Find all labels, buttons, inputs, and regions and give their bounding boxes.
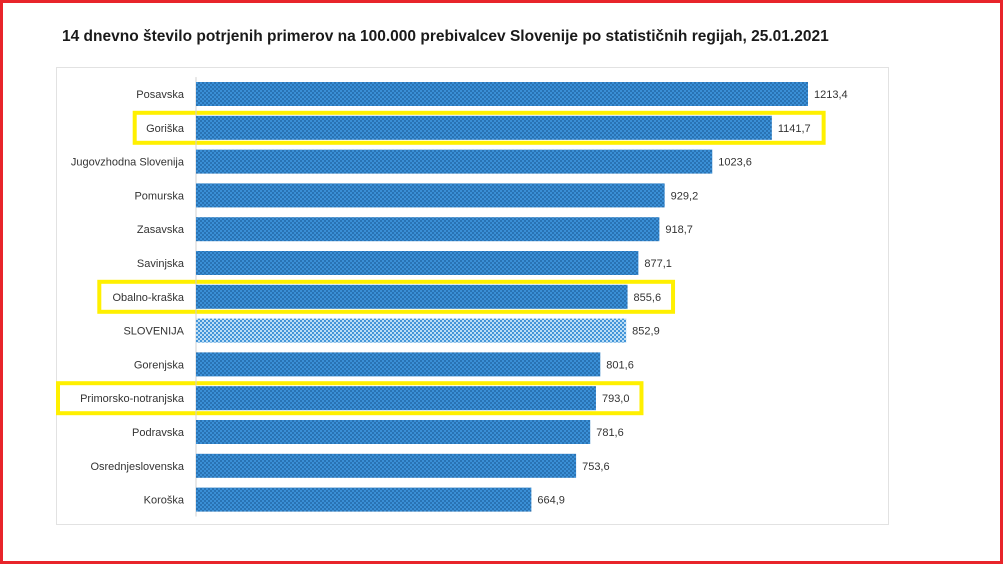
- bar-pomurska: [196, 183, 665, 208]
- bar-obalno-kraska: [196, 284, 628, 309]
- category-label-gorenjska: Gorenjska: [134, 359, 185, 371]
- bar-gorenjska: [196, 352, 601, 377]
- value-label-podravska: 781,6: [596, 427, 624, 439]
- highlight-box-primorsko-notranjska: [56, 381, 644, 416]
- category-label-zasavska: Zasavska: [137, 224, 185, 236]
- category-label-primorsko-notranjska: Primorsko-notranjska: [80, 393, 185, 405]
- highlight-box-goriska: [132, 110, 826, 145]
- category-label-obalno-kraska: Obalno-kraška: [112, 292, 184, 304]
- value-label-obalno-kraska: 855,6: [634, 292, 662, 304]
- value-label-osrednjeslovenska: 753,6: [582, 461, 610, 473]
- bar-podravska: [196, 420, 591, 444]
- bar-zasavska: [196, 217, 660, 242]
- value-label-posavska: 1213,4: [814, 89, 848, 101]
- value-label-goriska: 1141,7: [778, 123, 811, 135]
- bar-koroska: [196, 487, 532, 512]
- category-label-savinjska: Savinjska: [137, 258, 185, 270]
- highlight-box-obalno-kraska: [97, 279, 676, 314]
- bar-posavska: [196, 82, 808, 106]
- bar-osrednjeslovenska: [196, 453, 577, 478]
- category-label-osrednjeslovenska: Osrednjeslovenska: [90, 461, 184, 473]
- plot-area: [56, 67, 889, 525]
- category-label-jugovzhodna-slovenija: Jugovzhodna Slovenija: [71, 157, 185, 169]
- category-label-koroska: Koroška: [144, 495, 185, 507]
- category-label-posavska: Posavska: [136, 89, 185, 101]
- value-label-pomurska: 929,2: [671, 190, 699, 202]
- category-label-podravska: Podravska: [132, 427, 185, 439]
- value-label-primorsko-notranjska: 793,0: [602, 393, 630, 405]
- value-label-savinjska: 877,1: [644, 258, 672, 270]
- bar-savinjska: [196, 251, 639, 275]
- bar-slovenija: [196, 318, 627, 343]
- value-label-jugovzhodna-slovenija: 1023,6: [718, 157, 752, 169]
- bar-goriska: [196, 115, 772, 140]
- value-label-gorenjska: 801,6: [606, 359, 634, 371]
- bar-primorsko-notranjska: [196, 386, 596, 411]
- category-label-pomurska: Pomurska: [134, 190, 184, 202]
- bar-jugovzhodna-slovenija: [196, 149, 713, 174]
- chart-title: 14 dnevno število potrjenih primerov na …: [62, 28, 829, 45]
- category-label-slovenija: SLOVENIJA: [123, 326, 184, 338]
- value-label-slovenija: 852,9: [632, 326, 660, 338]
- value-label-koroska: 664,9: [537, 495, 565, 507]
- value-label-zasavska: 918,7: [665, 224, 693, 236]
- category-label-goriska: Goriška: [146, 123, 185, 135]
